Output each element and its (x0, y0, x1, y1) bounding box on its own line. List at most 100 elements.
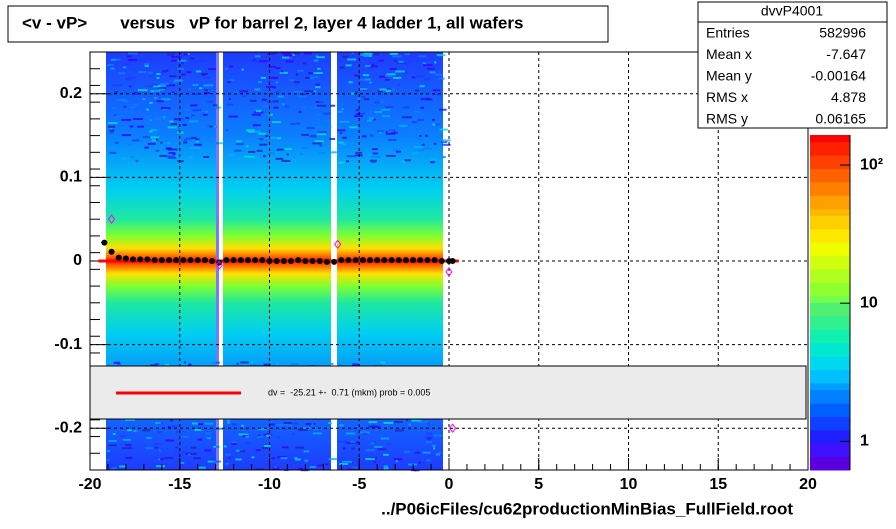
heat-speck (399, 124, 408, 127)
profile-point (158, 257, 165, 264)
profile-point (374, 257, 381, 264)
heat-speck (129, 125, 134, 128)
heat-speck (276, 423, 283, 426)
heat-speck (106, 129, 112, 132)
heat-speck (188, 453, 193, 456)
heat-speck (281, 52, 291, 55)
heat-speck (388, 129, 396, 132)
stats-value: 4.878 (831, 89, 866, 105)
heat-speck (403, 61, 413, 64)
heat-speck (385, 154, 396, 157)
heat-speck (154, 363, 160, 366)
heat-speck (371, 425, 381, 428)
heat-speck (425, 441, 433, 444)
heat-speck (125, 444, 132, 447)
heat-speck (424, 134, 428, 137)
heat-speck (312, 106, 320, 109)
heat-speck (108, 444, 117, 447)
colorbar-cell (810, 289, 850, 297)
profile-point (108, 248, 115, 255)
heat-speck (175, 446, 178, 449)
heat-speck (330, 104, 336, 107)
heat-speck (419, 85, 425, 88)
heat-speck (379, 88, 387, 91)
heat-speck (156, 73, 161, 76)
heat-speck (128, 52, 138, 55)
heat-speck (123, 66, 127, 69)
heat-speck (377, 90, 383, 93)
heat-speck (250, 99, 257, 102)
heat-speck (385, 56, 389, 59)
legend-text: dv = -25.21 +- 0.71 (mkm) prob = 0.005 (268, 387, 430, 397)
heat-speck (401, 71, 409, 74)
heat-speck (313, 90, 317, 93)
heat-speck (426, 67, 435, 70)
colorbar-cell (810, 275, 850, 283)
heat-speck (256, 149, 263, 152)
heat-speck (439, 128, 448, 131)
heat-speck (432, 123, 437, 126)
heat-speck (315, 86, 321, 89)
heat-speck (167, 148, 178, 151)
heat-speck (198, 110, 206, 113)
y-tick-label: -0.1 (54, 336, 82, 353)
heat-speck (279, 71, 288, 74)
heat-speck (373, 364, 383, 367)
heat-speck (137, 125, 145, 128)
heat-speck (165, 439, 175, 442)
heat-speck (398, 60, 406, 63)
heat-speck (133, 103, 139, 106)
stats-label: Mean y (706, 68, 752, 84)
heat-speck (275, 67, 281, 70)
heat-speck (294, 52, 300, 55)
heat-speck (303, 450, 310, 453)
heat-speck (286, 459, 295, 462)
heat-speck (316, 104, 327, 107)
heat-speck (280, 70, 284, 73)
heat-speck (204, 449, 212, 452)
profile-point (273, 258, 280, 264)
heat-speck (383, 465, 388, 468)
profile-point (309, 258, 316, 264)
heat-speck (354, 74, 360, 77)
heat-speck (170, 123, 178, 126)
stats-value: -7.647 (826, 46, 866, 62)
heat-speck (116, 114, 126, 117)
heat-speck (441, 156, 446, 159)
colorbar-cell (810, 242, 850, 250)
heat-speck (373, 53, 380, 56)
heat-speck (393, 60, 397, 63)
heat-speck (151, 139, 157, 142)
heat-speck (169, 120, 174, 123)
heat-speck (413, 130, 423, 133)
colorbar-cell (810, 356, 850, 364)
heat-speck (195, 140, 199, 143)
heat-speck (330, 151, 337, 154)
heat-speck (305, 423, 316, 426)
profile-point (215, 260, 223, 271)
heat-speck (381, 108, 391, 111)
y-tick-label: 0.2 (60, 85, 82, 102)
heat-speck (268, 113, 274, 116)
heat-speck (394, 420, 403, 423)
heat-speck (367, 62, 374, 65)
heat-speck (257, 428, 268, 431)
heat-speck (345, 64, 352, 67)
heat-speck (432, 118, 435, 121)
heat-speck (339, 120, 350, 123)
heat-speck (158, 449, 162, 452)
heat-speck (154, 117, 162, 120)
heat-speck (380, 361, 386, 364)
heat-speck (385, 132, 396, 135)
heat-speck (227, 421, 230, 424)
heat-speck (298, 110, 302, 113)
heat-speck (192, 109, 202, 112)
heat-speck (283, 421, 292, 424)
heat-speck (355, 112, 366, 115)
heat-speck (246, 145, 249, 148)
heat-speck (214, 125, 217, 128)
heat-speck (149, 130, 153, 133)
heat-speck (261, 447, 269, 450)
heat-speck (271, 52, 278, 55)
heat-speck (422, 62, 427, 65)
